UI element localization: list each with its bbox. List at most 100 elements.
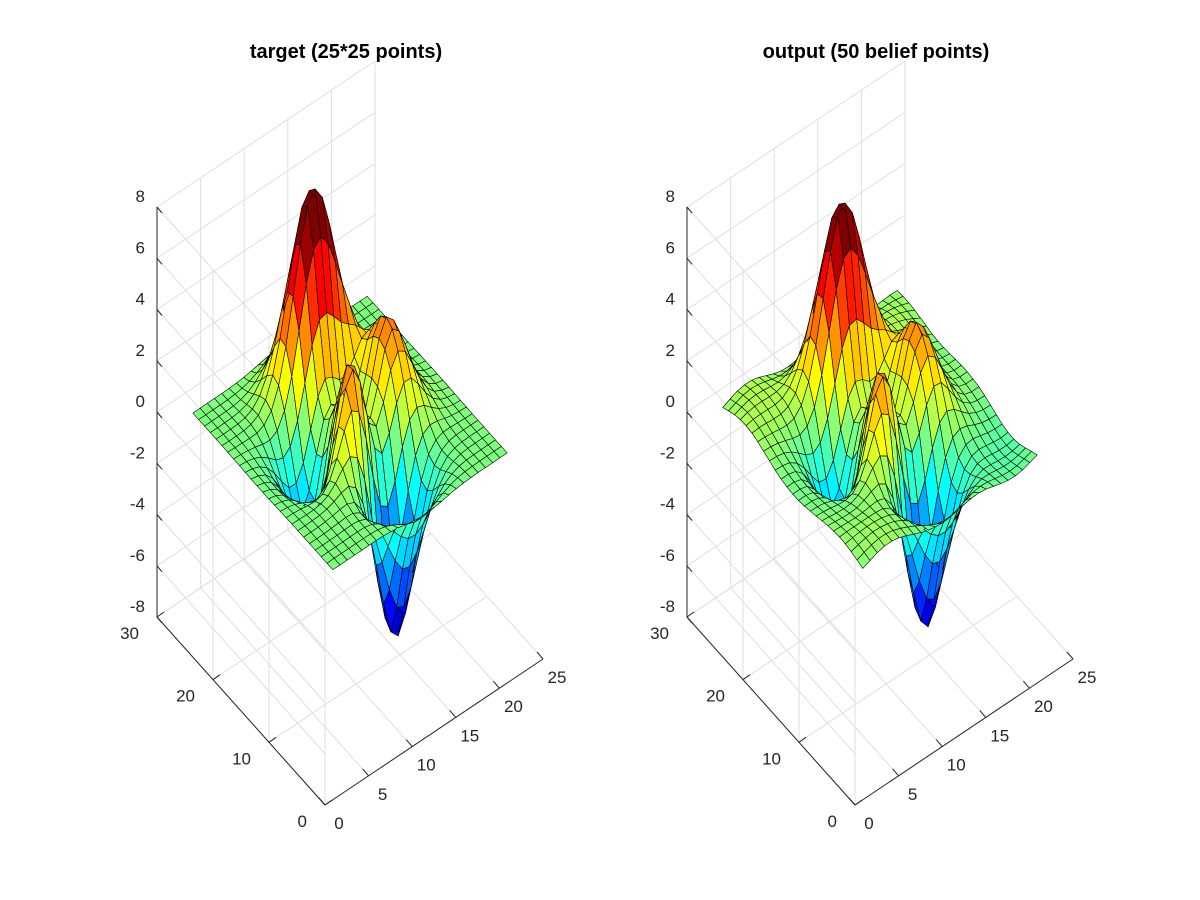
- y-tick-label: 30: [120, 624, 139, 643]
- y-tick-label: 30: [650, 624, 669, 643]
- z-tick: [686, 616, 693, 624]
- x-tick: [848, 797, 856, 806]
- y-tick: [854, 799, 863, 806]
- grid-line: [287, 529, 457, 718]
- y-axis: [686, 616, 856, 806]
- y-tick-label: 20: [706, 687, 725, 706]
- y-tick: [324, 799, 333, 806]
- x-tick: [1066, 651, 1074, 660]
- z-tick-label: -8: [130, 597, 145, 616]
- grid-line: [686, 163, 906, 310]
- x-tick: [536, 651, 544, 660]
- z-tick: [686, 309, 693, 316]
- surface-patch: [352, 369, 367, 439]
- grid-line: [817, 529, 987, 718]
- z-tick-label: -6: [660, 546, 675, 565]
- y-axis: [156, 616, 326, 806]
- grid-line: [686, 60, 906, 208]
- x-tick-label: 5: [908, 785, 917, 804]
- grid-line: [156, 565, 326, 755]
- z-tick: [156, 514, 163, 521]
- z-tick: [156, 206, 163, 214]
- grid-line: [268, 595, 488, 743]
- x-tick-label: 10: [947, 756, 966, 775]
- z-tick: [686, 565, 693, 573]
- z-tick-label: 2: [136, 341, 145, 360]
- y-tick: [156, 611, 165, 618]
- z-tick: [686, 462, 693, 470]
- z-tick-label: -6: [130, 546, 145, 565]
- z-tick-label: 2: [666, 341, 675, 360]
- z-tick: [156, 411, 163, 419]
- x-tick-label: 15: [460, 726, 479, 745]
- grid-line: [686, 214, 906, 362]
- z-tick-label: 6: [666, 238, 675, 257]
- z-tick: [686, 206, 693, 214]
- grid-line: [798, 595, 1018, 743]
- z-tick-label: -2: [130, 443, 145, 462]
- x-tick-label: 0: [864, 814, 873, 833]
- grid-line: [156, 462, 326, 652]
- x-tick-label: 10: [417, 756, 436, 775]
- x-tick-label: 15: [990, 726, 1009, 745]
- y-tick-label: 10: [762, 749, 781, 768]
- x-tick: [935, 739, 943, 747]
- z-tick-label: -4: [660, 495, 675, 514]
- grid-line: [200, 587, 369, 777]
- grid-line: [156, 163, 376, 310]
- surface-patch: [1023, 450, 1038, 463]
- grid-line: [686, 514, 856, 703]
- y-tick-label: 10: [232, 749, 251, 768]
- z-tick: [156, 257, 163, 265]
- z-tick: [156, 309, 163, 316]
- x-tick: [979, 710, 987, 718]
- x-tick: [1023, 680, 1030, 689]
- x-tick: [362, 768, 369, 777]
- grid-line: [156, 514, 326, 703]
- surface-patch: [882, 376, 897, 440]
- x-tick-label: 25: [548, 668, 567, 687]
- z-tick: [156, 462, 163, 470]
- x-tick: [405, 739, 413, 747]
- z-tick-label: 8: [136, 187, 145, 206]
- z-tick-label: 0: [666, 392, 675, 411]
- y-tick: [212, 674, 221, 681]
- grid-line: [686, 565, 856, 755]
- x-tick-label: 0: [334, 814, 343, 833]
- grid-line: [156, 214, 376, 362]
- x-tick-label: 5: [378, 785, 387, 804]
- panel-output: output (50 belief points) 05101520250102…: [650, 41, 1096, 833]
- x-tick: [449, 710, 457, 718]
- y-tick: [686, 611, 695, 618]
- z-tick-label: 4: [136, 290, 145, 309]
- grid-line: [156, 111, 376, 259]
- panel-target: target (25*25 points) 05101520250102030-…: [120, 41, 566, 833]
- z-tick: [156, 616, 163, 624]
- z-tick-label: -4: [130, 495, 145, 514]
- x-axis: [324, 658, 544, 806]
- z-tick-label: 0: [136, 392, 145, 411]
- grid-line: [156, 411, 326, 601]
- chart-title: output (50 belief points): [763, 41, 990, 63]
- z-tick: [686, 411, 693, 419]
- grid-line: [686, 111, 906, 259]
- x-tick-label: 20: [1034, 697, 1053, 716]
- z-tick-label: -8: [660, 597, 675, 616]
- y-tick-label: 0: [828, 812, 837, 831]
- grid-line: [773, 558, 943, 747]
- z-tick: [686, 360, 693, 368]
- z-tick-label: 4: [666, 290, 675, 309]
- z-tick-label: 6: [136, 238, 145, 257]
- surface-patch: [321, 197, 336, 263]
- y-tick: [268, 736, 277, 743]
- x-tick: [892, 768, 899, 777]
- y-tick-label: 20: [176, 687, 195, 706]
- grid-line: [686, 411, 856, 601]
- z-tick: [156, 360, 163, 368]
- z-tick: [156, 565, 163, 573]
- x-tick-label: 25: [1078, 668, 1097, 687]
- x-tick-label: 20: [504, 697, 523, 716]
- z-tick-label: -2: [660, 443, 675, 462]
- x-axis: [854, 658, 1074, 806]
